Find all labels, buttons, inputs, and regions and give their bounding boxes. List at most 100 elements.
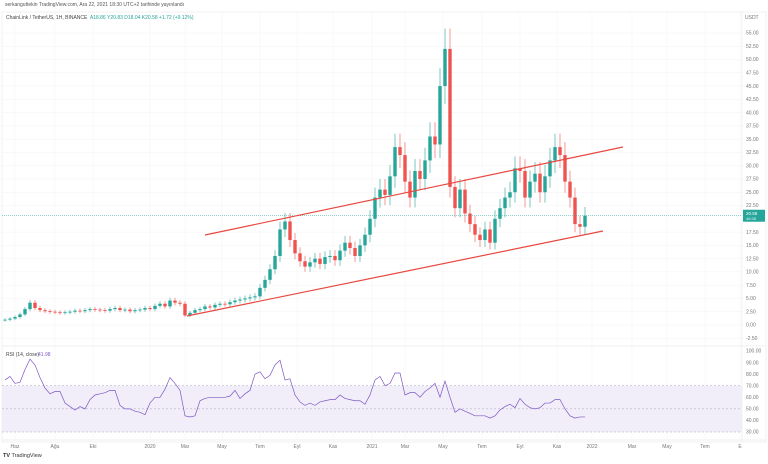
candle — [128, 307, 132, 314]
candle-body — [393, 147, 397, 177]
candle-body — [318, 258, 322, 264]
candle — [163, 301, 167, 309]
candle — [393, 133, 397, 188]
price-tick-label: 50.00 — [746, 57, 759, 63]
candle-body — [553, 147, 557, 161]
candle — [83, 308, 87, 314]
candle-body — [513, 168, 517, 193]
rsi-tick-label: 30.00 — [746, 430, 759, 436]
time-tick-label: Mar — [401, 444, 410, 450]
candle — [503, 187, 507, 218]
time-tick-label: May — [662, 444, 672, 450]
candle — [378, 179, 382, 208]
candle — [53, 309, 57, 315]
candle — [493, 210, 497, 250]
rsi-tick-label: 40.00 — [746, 418, 759, 424]
candle — [363, 227, 367, 252]
candle — [263, 275, 267, 292]
candle — [308, 256, 312, 272]
candle — [338, 244, 342, 266]
candle-body — [28, 302, 32, 310]
candle-body — [573, 197, 577, 225]
candle — [228, 299, 232, 307]
candle-body — [343, 242, 347, 251]
candle-body — [483, 229, 487, 241]
candle-body — [283, 221, 287, 230]
candle — [573, 187, 577, 233]
candle — [268, 264, 272, 285]
rsi-series-line — [4, 358, 585, 419]
candle — [8, 317, 12, 322]
candle — [523, 159, 527, 208]
time-tick-label: Ağu — [51, 444, 60, 450]
symbol-legend: ChainLink / TetherUS, 1H, BINANCE A18.86… — [6, 15, 194, 21]
tradingview-logo[interactable]: TV TradingView — [3, 453, 42, 459]
candle — [293, 233, 297, 260]
candle — [538, 162, 542, 203]
time-tick-label: Tem — [477, 444, 486, 450]
candle-body — [548, 160, 552, 177]
candle-body — [63, 312, 67, 314]
price-tick-label: 7.50 — [746, 283, 756, 289]
candle — [438, 68, 442, 159]
price-tick-label: 52.50 — [746, 44, 759, 50]
candle-body — [243, 298, 247, 300]
time-tick-label: Tem — [700, 444, 709, 450]
candle — [328, 250, 332, 263]
candle — [133, 308, 137, 314]
candle — [243, 295, 247, 303]
time-tick-label: Mar — [181, 444, 190, 450]
last-price-badge: 20.58 46:38 — [743, 209, 765, 222]
candle-body — [98, 309, 102, 311]
rsi-tick-label: 70.00 — [746, 383, 759, 389]
candle — [218, 301, 222, 308]
candle-body — [543, 176, 547, 193]
candle-body — [308, 262, 312, 267]
candle-body — [228, 302, 232, 305]
price-axis-labels: 55.00 52.50 50.00 47.50 45.00 42.50 40.00 37.50… — [746, 31, 759, 342]
candle — [18, 312, 22, 319]
candle — [88, 306, 92, 313]
price-tick-label: 22.50 — [746, 203, 759, 209]
candle-body — [503, 197, 507, 209]
candle — [278, 221, 282, 262]
candle-body — [493, 218, 497, 243]
candle — [298, 247, 302, 267]
price-tick-label: 42.50 — [746, 97, 759, 103]
last-price: 20.58 — [746, 211, 758, 216]
candle — [333, 250, 337, 266]
candle-body — [353, 248, 357, 256]
candle-body — [3, 319, 7, 321]
price-tick-label: 37.50 — [746, 124, 759, 130]
rsi-tick-label: 90.00 — [746, 360, 759, 366]
candle — [368, 210, 372, 243]
candle-body — [488, 229, 492, 243]
candle — [183, 301, 187, 318]
candle — [143, 305, 147, 312]
candle — [178, 300, 182, 307]
channel-drawing[interactable] — [186, 146, 624, 317]
price-tick-label: 2.50 — [746, 309, 756, 315]
candle — [413, 159, 417, 208]
candle-body — [258, 287, 262, 297]
candle-body — [523, 171, 527, 198]
candle-body — [68, 311, 72, 313]
candle — [248, 294, 252, 302]
time-tick-label: May — [438, 444, 448, 450]
candle-body — [113, 308, 117, 310]
candle — [303, 255, 307, 272]
candle — [353, 241, 357, 262]
candle — [288, 213, 292, 248]
price-tick-label: 47.50 — [746, 70, 759, 76]
candle-body — [18, 314, 22, 318]
candle-body — [268, 269, 272, 280]
candle-body — [413, 171, 417, 198]
candle-body — [153, 305, 157, 310]
channel-upper-line[interactable] — [204, 146, 624, 236]
channel-lower-line[interactable] — [186, 230, 604, 317]
candle-body — [563, 155, 567, 182]
candle-body — [538, 173, 542, 193]
time-tick-label: Kas — [553, 444, 562, 450]
candle — [383, 179, 387, 206]
